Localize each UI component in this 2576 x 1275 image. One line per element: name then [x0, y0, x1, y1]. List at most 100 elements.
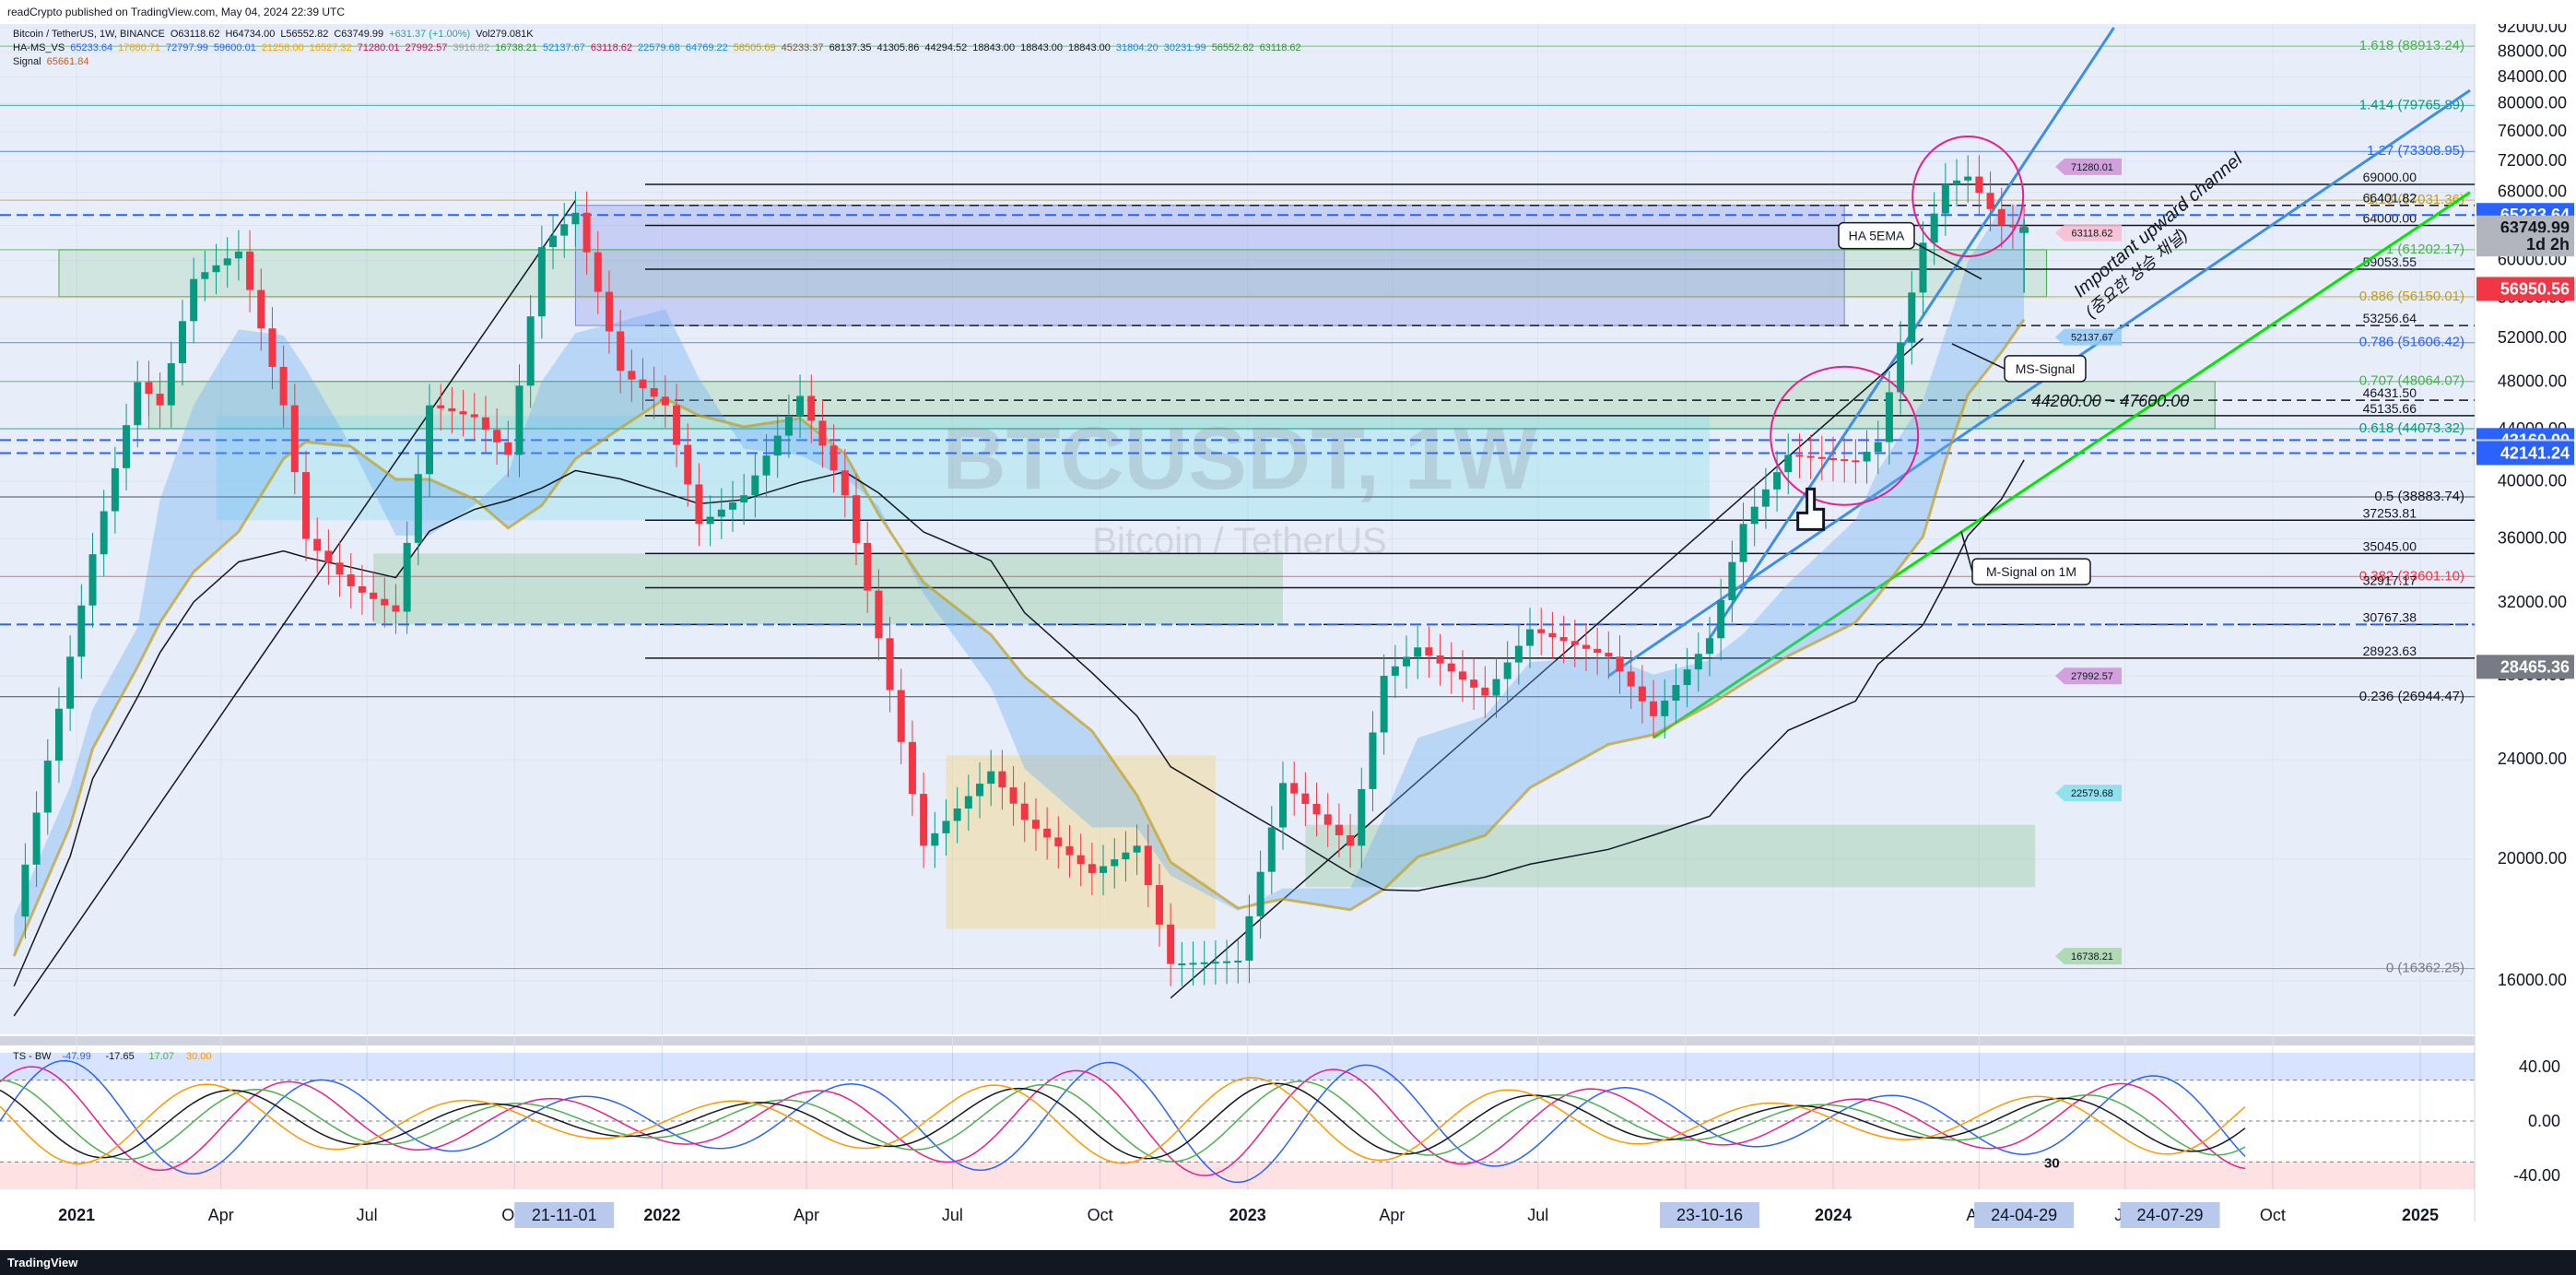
candle-body [1111, 859, 1119, 867]
time-axis-tick: Jul [357, 1206, 378, 1224]
candle-body [268, 328, 276, 367]
fib-level-label: 1.13 (67031.36) [2367, 192, 2464, 207]
price-axis-tick: 84000.00 [2498, 67, 2567, 86]
callout-pointer [1913, 242, 1982, 280]
candle-body [1975, 176, 1983, 194]
candle-body [145, 382, 153, 395]
price-zone [574, 205, 1845, 326]
candle-body [1728, 561, 1736, 600]
candle-body [1144, 845, 1152, 886]
level-line-label: 66401.82 [2363, 191, 2417, 206]
price-badge: 56950.56 [2500, 279, 2570, 298]
candle-body [1020, 803, 1029, 820]
candle-body [964, 796, 972, 809]
candle-body [1358, 788, 1366, 846]
indicator-tag-bg [2055, 948, 2122, 965]
fib-level-label: 0.382 (33601.10) [2359, 568, 2464, 584]
time-axis-tick: 2022 [643, 1206, 680, 1224]
candle-body [1694, 654, 1702, 670]
published-caption: readCrypto published on TradingView.com,… [7, 6, 345, 18]
candle-body [841, 470, 849, 496]
candle-body [66, 656, 75, 709]
candle-body [537, 247, 546, 317]
candle-body [829, 445, 838, 471]
indicator-tag-label: 27992.57 [2071, 671, 2113, 682]
candle-body [313, 538, 322, 551]
candle-body [728, 502, 736, 510]
price-badge-bg [2476, 232, 2574, 257]
callout-pointer [1951, 343, 2006, 370]
hams-value: 41305.86 [876, 42, 920, 53]
candle-body [88, 554, 97, 606]
fib-level-label: 0.236 (26944.47) [2359, 689, 2464, 704]
candle-body [571, 212, 580, 225]
osc-oversold-band [0, 1162, 2475, 1189]
candle-body [1043, 828, 1052, 838]
price-axis-tick: 40000.00 [2498, 471, 2567, 490]
candle-body [1739, 524, 1747, 562]
candle-body [1211, 962, 1219, 964]
candle-body [1301, 793, 1310, 805]
hand-shape [1796, 487, 1826, 531]
candle-body [1717, 599, 1725, 639]
candle-body [1616, 656, 1624, 672]
candle-body [1267, 827, 1276, 872]
hams-value: 63118.62 [1259, 42, 1301, 53]
oscillator-pane: TS - BW -47.99 -17.65 17.07 30.00 30 [0, 1051, 2475, 1189]
candle-body [1705, 638, 1713, 655]
candle-body [695, 484, 703, 525]
indicator-tag-label: 16738.21 [2071, 951, 2113, 962]
signal-indicator-line: Signal 65661.84 [13, 55, 100, 68]
hams-value: 45233.37 [781, 42, 824, 53]
candle-body [931, 832, 939, 846]
candle-body [1986, 193, 1994, 209]
candle-body [381, 598, 389, 606]
candle-body [650, 387, 658, 397]
candle-body [246, 251, 254, 290]
price-axis-tick: 76000.00 [2498, 122, 2567, 140]
price-axis-tick: 20000.00 [2498, 849, 2567, 868]
chart-canvas[interactable]: 1.618 (88913.24) 1.414 (79765.89) 1.27 (73… [0, 24, 2576, 1250]
osc-level-label: 30 [2044, 1155, 2060, 1171]
candle-body [998, 771, 1006, 788]
candle-body [976, 784, 984, 797]
fib-level-label: 1.27 (73308.95) [2367, 143, 2464, 159]
hams-value: 27992.57 [405, 42, 448, 53]
hams-value: 72797.99 [166, 42, 208, 53]
level-line-label: 30767.38 [2363, 609, 2417, 624]
candle-body [1874, 442, 1882, 453]
candle-body [1200, 962, 1208, 964]
hams-value: 21258.00 [261, 42, 304, 53]
levels-layer: 1.618 (88913.24) 1.414 (79765.89) 1.27 (73… [0, 27, 2475, 1017]
candle-body [762, 455, 770, 476]
candle-body [1582, 644, 1590, 649]
signal-value: Signal [13, 56, 41, 67]
price-axis-tick: 72000.00 [2498, 151, 2567, 170]
callout-pointer [1960, 531, 1973, 573]
price-axis-tick: 36000.00 [2498, 529, 2567, 548]
footer-bar: TradingView [0, 1250, 2576, 1275]
callout-text: M-Signal on 1M [1986, 564, 2076, 579]
candle-body [1256, 871, 1264, 916]
fib-level-label: 0.707 (48064.07) [2359, 373, 2464, 389]
osc-series-line [0, 1059, 2246, 1184]
candle-body [201, 272, 209, 279]
candle-body [1559, 637, 1568, 642]
candle-body [493, 430, 501, 443]
candle-body [796, 395, 805, 417]
candle-body [1189, 962, 1197, 965]
candle-body [526, 316, 535, 386]
candle-body [784, 416, 793, 436]
candle-body [470, 414, 478, 418]
date-marker-bg [2120, 1202, 2220, 1228]
candle-body [582, 212, 591, 253]
candle-body [1570, 641, 1579, 645]
candle-body [1155, 885, 1163, 925]
tradingview-logo[interactable]: TradingView [7, 1256, 78, 1269]
price-badge: 42141.24 [2500, 443, 2570, 462]
candle-body [302, 472, 311, 539]
hams-value: 64769.22 [685, 42, 728, 53]
price-axis-tick: 88000.00 [2498, 41, 2567, 60]
time-axis-tick: Apr [208, 1206, 234, 1224]
callout-text: HA 5EMA [1849, 229, 1905, 243]
